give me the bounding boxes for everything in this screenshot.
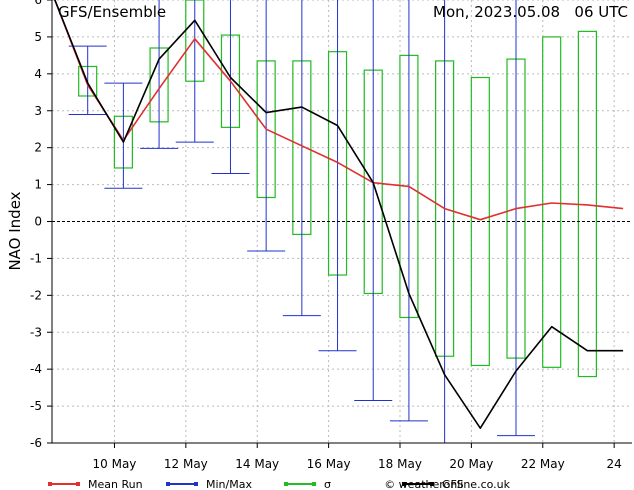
legend-gfs-label: GFS — [442, 478, 464, 490]
y-tick-label: 0 — [34, 215, 42, 229]
y-axis-label: NAO Index — [6, 191, 24, 270]
legend-sigma-label: σ — [324, 478, 331, 490]
min-max-whiskers — [68, 0, 535, 443]
y-tick-label: 6 — [34, 0, 42, 7]
legend-mean-run-marker-right — [76, 482, 80, 486]
legend-mean-run-label: Mean Run — [88, 478, 143, 490]
x-tick-label: 22 May — [521, 457, 565, 471]
x-tick-label: 14 May — [235, 457, 279, 471]
x-tick-label: 18 May — [378, 457, 422, 471]
x-tick-label: 24 — [607, 457, 622, 471]
axes — [47, 0, 632, 448]
legend-min-max-marker-right — [194, 482, 198, 486]
y-tick-label: -4 — [30, 362, 42, 376]
sigma-box — [542, 36, 562, 368]
legend-sigma-marker-right — [312, 482, 316, 486]
legend-gfs-marker-left — [402, 482, 406, 486]
legend-gfs-marker-right — [430, 482, 434, 486]
y-tick-label: 4 — [34, 67, 42, 81]
credit-text: © weatheronline.co.uk — [384, 478, 510, 490]
legend-mean-run-marker-left — [48, 482, 52, 486]
series-lines — [54, 0, 624, 430]
mean-run-line — [54, 0, 624, 221]
y-tick-label: 2 — [34, 141, 42, 155]
chart-title: GFS/Ensemble — [58, 3, 166, 21]
x-tick-label: 16 May — [307, 457, 351, 471]
legend-min-max-label: Min/Max — [206, 478, 252, 490]
x-tick-label: 12 May — [164, 457, 208, 471]
x-tick-label: 10 May — [93, 457, 137, 471]
x-tick-label: 20 May — [449, 457, 493, 471]
date-label: Mon, 2023.05.08 06 UTC — [433, 3, 628, 21]
gfs-line — [54, 0, 624, 430]
y-tick-label: -2 — [30, 288, 42, 302]
y-tick-labels: -6 -5 -4 -3 -2 -1 0 1 2 3 4 5 6 — [30, 0, 42, 450]
x-tick-labels: 10 May 12 May 14 May 16 May 18 May 20 May 22 M… — [93, 457, 622, 471]
y-tick-label: 5 — [34, 30, 42, 44]
y-tick-label: -5 — [30, 399, 42, 413]
y-tick-label: -1 — [30, 251, 42, 265]
legend: Mean Run Min/Max σ GFS — [48, 478, 464, 490]
legend-sigma-marker-left — [284, 482, 288, 486]
y-tick-label: 1 — [34, 178, 42, 192]
y-tick-label: 3 — [34, 104, 42, 118]
y-tick-label: -6 — [30, 436, 42, 450]
legend-min-max-marker-left — [166, 482, 170, 486]
y-tick-label: -3 — [30, 325, 42, 339]
